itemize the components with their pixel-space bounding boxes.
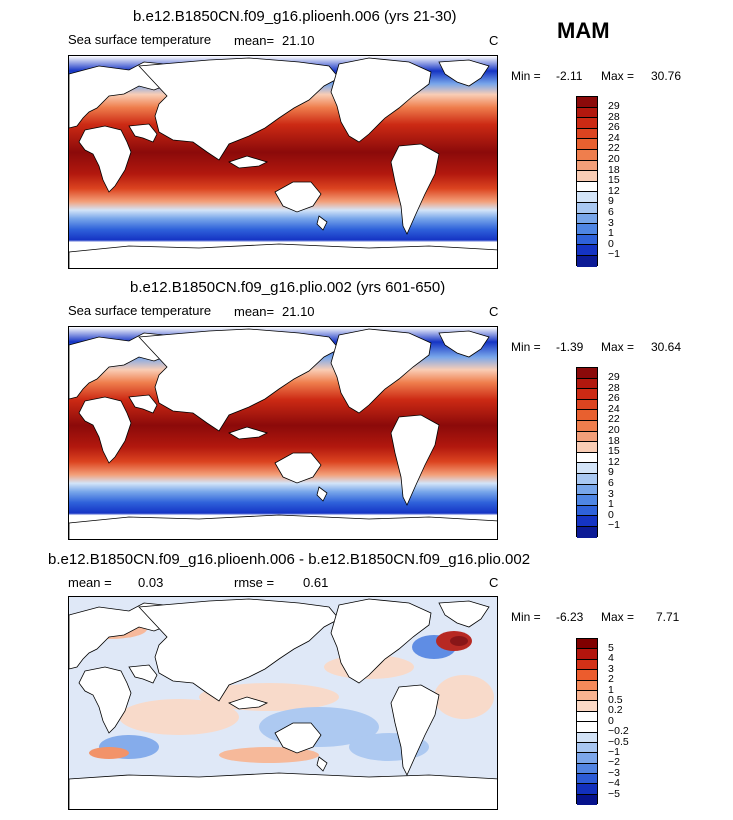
- colorbar-tick-label: 1: [608, 227, 614, 240]
- panel2-sst-map: [68, 326, 498, 540]
- panel3-min-label: Min =: [511, 610, 541, 624]
- colorbar-tick-label: 24: [608, 402, 620, 415]
- panel1-sst-map: [68, 55, 498, 269]
- colorbar-tick-label: 9: [608, 466, 614, 479]
- panel2-title: b.e12.B1850CN.f09_g16.plio.002 (yrs 601-…: [130, 279, 446, 296]
- panel3-mean-label: mean =: [68, 575, 112, 590]
- colorbar-tick-label: −3: [608, 766, 620, 779]
- colorbar-tick-label: 15: [608, 445, 620, 458]
- panel2-units: C: [489, 304, 499, 319]
- panel2-variable: Sea surface temperature: [68, 303, 212, 318]
- colorbar-tick-label: 18: [608, 434, 620, 447]
- colorbar-tick-label: 24: [608, 131, 620, 144]
- panel1-max-label: Max =: [601, 69, 635, 83]
- colorbar-tick-label: 0.5: [608, 694, 623, 706]
- panel3-colorbar: [576, 638, 598, 806]
- panel1-min-value: -2.11: [556, 69, 583, 83]
- colorbar-tick-label: 9: [608, 195, 614, 208]
- panel1-units: C: [489, 33, 499, 48]
- panel3-difference-map: [68, 596, 498, 810]
- colorbar-tick-label: −1: [608, 248, 620, 261]
- panel2-colorbar: [576, 367, 598, 538]
- colorbar-tick-label: 4: [608, 652, 614, 665]
- panel3-units: C: [489, 575, 499, 590]
- panel2-max-value: 30.64: [651, 340, 682, 354]
- panel2-mean-value: 21.10: [282, 304, 315, 319]
- colorbar-tick-label: −5: [608, 787, 620, 800]
- panel3-mean-value: 0.03: [138, 575, 164, 590]
- colorbar-tick-label: 12: [608, 455, 620, 468]
- panel1-max-value: 30.76: [651, 69, 682, 83]
- colorbar-tick-label: 26: [608, 121, 620, 134]
- colorbar-tick-label: 3: [608, 487, 614, 500]
- panel1-mean-value: 21.10: [282, 33, 315, 48]
- colorbar-tick-label: 22: [608, 413, 620, 426]
- colorbar-tick-label: 20: [608, 424, 620, 436]
- season-label: MAM: [557, 18, 610, 43]
- colorbar-tick-label: 29: [608, 371, 620, 383]
- panel1-mean-label: mean=: [234, 33, 275, 48]
- colorbar-tick-label: 0: [608, 714, 614, 727]
- colorbar-tick-label: 1: [608, 498, 614, 511]
- colorbar-tick-label: 20: [608, 153, 620, 165]
- colorbar-tick-label: −2: [608, 756, 620, 769]
- colorbar-tick-label: 1: [608, 683, 614, 696]
- colorbar-tick-label: −0.2: [608, 725, 629, 738]
- colorbar-tick-label: 3: [608, 216, 614, 229]
- colorbar-tick-label: 0: [608, 237, 614, 250]
- colorbar-tick-label: 0: [608, 508, 614, 521]
- colorbar-tick-label: 2: [608, 673, 614, 686]
- colorbar-tick-label: 6: [608, 206, 614, 218]
- colorbar-tick-label: 18: [608, 163, 620, 176]
- panel3-rmse-value: 0.61: [303, 575, 329, 590]
- panel1-colorbar: [576, 96, 598, 267]
- colorbar-tick-label: 12: [608, 184, 620, 197]
- colorbar-tick-label: 28: [608, 110, 620, 123]
- panel2-min-label: Min =: [511, 340, 541, 354]
- colorbar-tick-label: 0.2: [608, 704, 623, 717]
- panel2-mean-label: mean=: [234, 304, 275, 319]
- colorbar-tick-label: 5: [608, 642, 614, 654]
- panel3-min-value: -6.23: [556, 610, 584, 624]
- colorbar-tick-label: 22: [608, 142, 620, 155]
- colorbar-tick-label: 26: [608, 392, 620, 405]
- panel3-max-label: Max =: [601, 610, 635, 624]
- colorbar-tick-label: −1: [608, 746, 620, 758]
- colorbar-tick-label: 3: [608, 662, 614, 675]
- panel3-rmse-label: rmse =: [234, 575, 275, 590]
- panel3-title: b.e12.B1850CN.f09_g16.plioenh.006 - b.e1…: [48, 551, 531, 568]
- colorbar-tick-label: 29: [608, 100, 620, 112]
- panel1-min-label: Min =: [511, 69, 541, 83]
- colorbar-tick-label: 28: [608, 381, 620, 394]
- colorbar-tick-label: −1: [608, 519, 620, 532]
- colorbar-tick-label: 6: [608, 477, 614, 489]
- panel2-min-value: -1.39: [556, 340, 584, 354]
- panel3-max-value: 7.71: [656, 610, 680, 624]
- panel1-variable: Sea surface temperature: [68, 32, 212, 47]
- colorbar-tick-label: 15: [608, 174, 620, 187]
- panel2-max-label: Max =: [601, 340, 635, 354]
- colorbar-tick-label: −0.5: [608, 735, 629, 748]
- colorbar-tick-label: −4: [608, 777, 620, 790]
- panel1-title: b.e12.B1850CN.f09_g16.plioenh.006 (yrs 2…: [133, 8, 457, 25]
